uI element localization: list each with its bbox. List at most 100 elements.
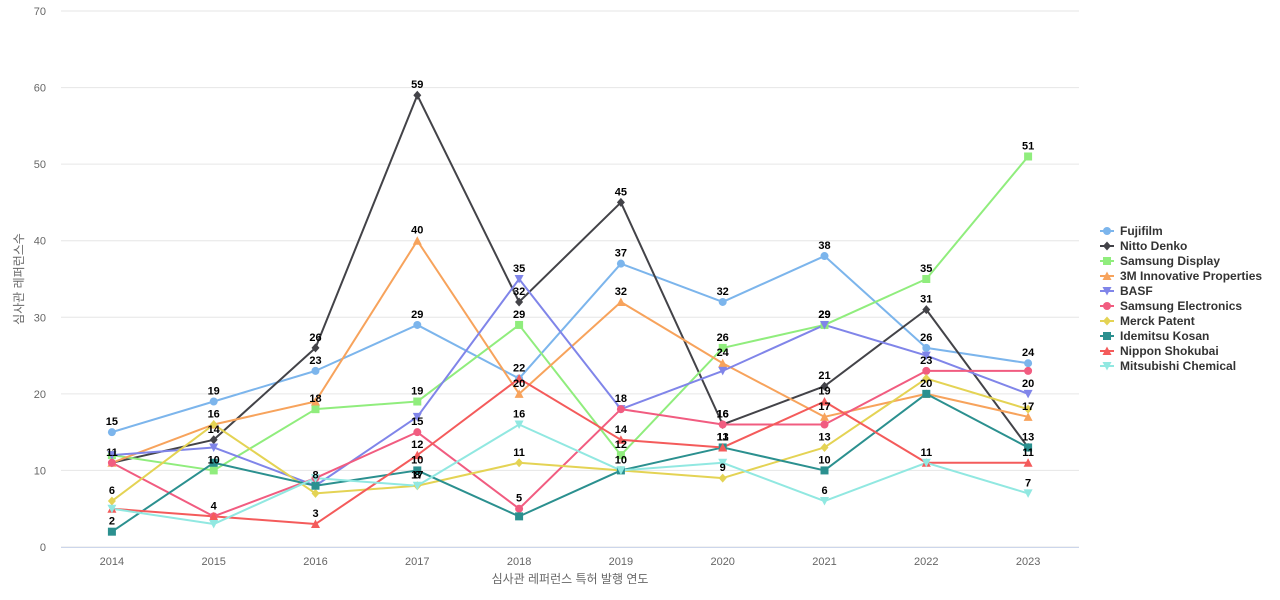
data-label: 20 <box>1022 378 1034 390</box>
data-label: 19 <box>818 386 830 398</box>
data-point-marker <box>922 366 931 375</box>
data-point-marker <box>1023 389 1033 399</box>
data-label: 8 <box>312 470 318 482</box>
data-point-marker <box>413 320 422 329</box>
data-label: 16 <box>717 408 729 420</box>
data-label: 32 <box>717 286 729 298</box>
data-point-marker <box>209 511 219 521</box>
data-point-marker <box>311 488 320 498</box>
data-point-marker <box>921 351 931 361</box>
data-label: 17 <box>1022 401 1034 413</box>
data-point-marker <box>820 420 829 429</box>
legend-item[interactable]: Nippon Shokubai <box>1100 344 1219 358</box>
data-label: 26 <box>309 332 321 344</box>
data-label: 12 <box>411 439 423 451</box>
data-point-marker <box>820 442 829 452</box>
x-tick-label: 2016 <box>303 556 327 568</box>
x-tick-label: 2015 <box>201 556 225 568</box>
data-label: 51 <box>1022 140 1034 152</box>
data-point-marker <box>107 527 116 536</box>
data-point-marker <box>921 458 931 468</box>
data-label: 59 <box>411 79 423 91</box>
data-point-marker <box>209 466 218 475</box>
y-tick-label: 20 <box>34 389 46 401</box>
data-point-marker <box>820 381 829 391</box>
data-point-marker <box>311 405 320 414</box>
series-line-samsung-display <box>110 155 1030 472</box>
legend-label: 3M Innovative Properties <box>1120 269 1262 283</box>
data-point-marker <box>311 519 320 529</box>
legend-item[interactable]: Idemitsu Kosan <box>1100 329 1209 343</box>
data-point-marker <box>107 428 116 437</box>
x-axis-title: 심사관 레퍼런스 특허 발행 연도 <box>492 571 649 586</box>
data-point-marker <box>413 397 422 406</box>
data-label: 17 <box>818 401 830 413</box>
data-point-marker <box>1024 443 1033 452</box>
data-label: 15 <box>106 416 118 428</box>
data-label: 18 <box>615 393 627 405</box>
data-point-marker <box>413 428 422 437</box>
data-point-marker <box>515 297 524 307</box>
data-label: 10 <box>411 454 423 466</box>
legend-item[interactable]: Nitto Denko <box>1100 239 1187 253</box>
x-tick-label: 2021 <box>812 556 836 568</box>
x-tick-label: 2017 <box>405 556 429 568</box>
data-label: 14 <box>615 424 628 436</box>
data-point-marker <box>1024 404 1033 414</box>
data-point-marker <box>515 320 524 329</box>
data-point-marker <box>616 466 626 475</box>
data-label: 19 <box>208 386 220 398</box>
data-point-marker <box>209 520 219 529</box>
data-point-marker <box>922 343 931 352</box>
legend-item[interactable]: Merck Patent <box>1100 314 1195 328</box>
legend-marker <box>1103 227 1111 235</box>
data-label: 2 <box>109 516 115 528</box>
data-point-marker <box>107 504 117 514</box>
data-point-marker <box>922 389 931 398</box>
data-point-marker <box>1024 359 1033 368</box>
series-line-samsung-electronics <box>110 369 1030 518</box>
data-label: 5 <box>516 493 522 505</box>
data-label: 11 <box>513 447 525 459</box>
data-point-marker <box>107 496 116 506</box>
data-label: 10 <box>615 454 627 466</box>
data-point-marker <box>718 343 727 352</box>
legend-label: Nippon Shokubai <box>1120 344 1219 358</box>
legend-item[interactable]: BASF <box>1100 284 1153 298</box>
data-point-marker <box>514 374 524 383</box>
data-point-marker <box>514 420 524 429</box>
data-label: 11 <box>717 431 729 443</box>
legend-item[interactable]: Fujifilm <box>1100 224 1163 238</box>
data-point-marker <box>616 405 625 414</box>
data-label: 24 <box>717 347 730 359</box>
y-tick-label: 10 <box>34 465 46 477</box>
data-point-marker <box>718 458 728 468</box>
chart-gridlines <box>61 10 1079 548</box>
y-tick-label: 60 <box>34 83 46 95</box>
legend-item[interactable]: 3M Innovative Properties <box>1100 269 1262 283</box>
data-point-marker <box>209 443 219 452</box>
data-point-marker <box>718 366 728 376</box>
data-label: 23 <box>309 355 321 367</box>
legend-item[interactable]: Mitsubishi Chemical <box>1100 359 1236 373</box>
legend-marker <box>1102 271 1112 280</box>
data-label: 17 <box>411 470 423 482</box>
legend-marker <box>1103 241 1111 251</box>
series-line-mitsubishi-chemical <box>110 423 1030 526</box>
x-tick-label: 2014 <box>100 556 124 568</box>
legend-item[interactable]: Samsung Display <box>1100 254 1220 268</box>
y-tick-label: 70 <box>34 6 46 18</box>
series-line-nippon-shokubai <box>110 377 1030 526</box>
data-point-marker <box>718 297 727 306</box>
legend-item[interactable]: Samsung Electronics <box>1100 299 1242 313</box>
data-point-marker <box>718 420 727 429</box>
series-line-idemitsu-kosan <box>110 392 1030 533</box>
data-label: 26 <box>717 332 729 344</box>
data-label: 13 <box>1022 431 1034 443</box>
data-label: 40 <box>411 225 423 237</box>
data-label: 8 <box>414 470 420 482</box>
data-point-marker <box>412 481 422 491</box>
legend-marker <box>1102 362 1112 371</box>
